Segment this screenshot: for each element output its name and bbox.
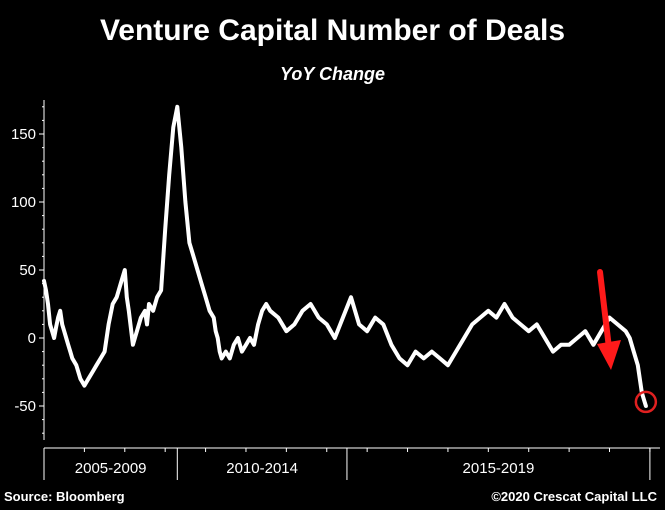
copyright-note: ©2020 Crescat Capital LLC (491, 489, 657, 504)
y-tick-label: 100 (11, 194, 36, 211)
chart-title: Venture Capital Number of Deals (99, 14, 566, 47)
source-note: Source: Bloomberg (4, 489, 125, 504)
x-period-label: 2005-2009 (75, 460, 147, 477)
highlight-circle-marker (634, 390, 658, 414)
down-arrow-head (597, 340, 621, 370)
chart-subtitle: YoY Change (279, 64, 386, 84)
y-tick-label: 150 (11, 126, 36, 143)
x-period-label: 2010-2014 (226, 460, 298, 477)
x-period-label: 2015-2019 (463, 460, 535, 477)
series-line (42, 104, 648, 408)
y-tick-label: -50 (14, 398, 36, 415)
y-tick-label: 0 (28, 330, 36, 347)
y-tick-label: 50 (19, 262, 36, 279)
down-arrow-shaft (597, 269, 612, 351)
